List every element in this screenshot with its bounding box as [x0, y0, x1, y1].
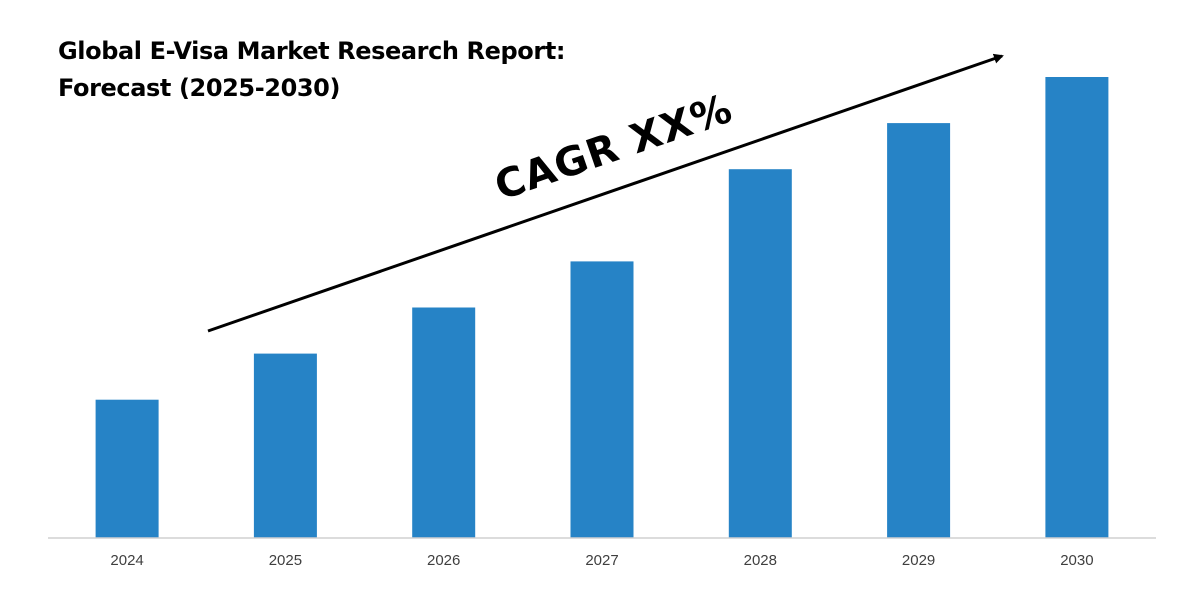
x-tick-label-2026: 2026: [427, 552, 460, 569]
x-tick-label-2027: 2027: [585, 552, 618, 569]
chart-title-line-2: Forecast (2025-2030): [58, 74, 341, 102]
bar-2026: [412, 307, 476, 538]
trend-arrow: [207, 53, 1004, 333]
x-tick-label-2024: 2024: [110, 552, 143, 569]
x-tick-label-2029: 2029: [902, 552, 935, 569]
bar-2027: [570, 261, 634, 538]
x-tick-label-2025: 2025: [269, 552, 302, 569]
chart-title-line-1: Global E-Visa Market Research Report:: [58, 37, 566, 65]
bar-2028: [728, 169, 792, 538]
bars-group: [95, 77, 1109, 538]
bar-2025: [253, 353, 317, 538]
bar-2030: [1045, 77, 1109, 538]
x-tick-label-2030: 2030: [1060, 552, 1093, 569]
bar-2029: [887, 123, 951, 538]
bar-2024: [95, 399, 159, 538]
x-axis-ticks: 2024 2025 2026 2027 2028 2029 2030: [110, 552, 1093, 569]
chart-title: Global E-Visa Market Research Report: Fo…: [58, 33, 658, 107]
x-tick-label-2028: 2028: [744, 552, 777, 569]
